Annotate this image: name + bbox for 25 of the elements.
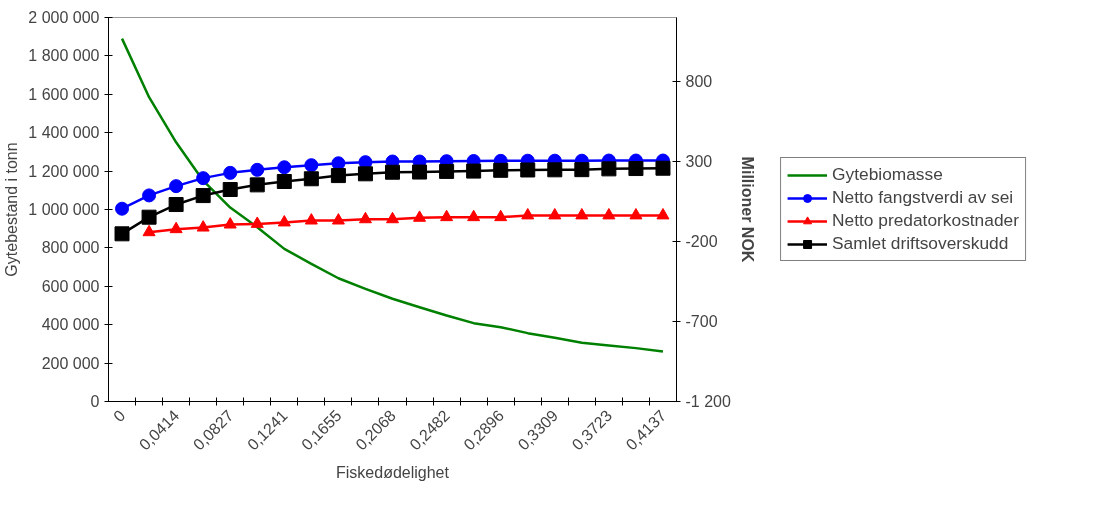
y-axis-title: Gytebestand i tonn — [3, 142, 21, 277]
y-tick-label: 1 400 000 — [28, 124, 100, 142]
y2-tick-label: -200 — [685, 233, 718, 250]
y-tick-label: 2 000 000 — [28, 9, 100, 26]
legend-label: Netto fangstverdi av sei — [832, 187, 1014, 208]
y2-tick-label: -1 200 — [685, 393, 731, 410]
y-tick-label: 1 200 000 — [28, 162, 100, 180]
line-series — [120, 37, 665, 353]
y-tick-label: 600 000 — [41, 277, 100, 295]
y2-axis-title: Millioner NOK — [738, 156, 756, 263]
legend-label: Gytebiomasse — [832, 164, 943, 185]
x-axis-title: Fiskedødelighet — [336, 463, 450, 481]
legend-label: Samlet driftsoverskudd — [832, 233, 1009, 254]
y2-tick-label: 300 — [685, 153, 713, 170]
y-tick-label: 400 000 — [41, 316, 100, 334]
y-tick-label: 1 800 000 — [28, 47, 100, 65]
y-tick-label: 1 600 000 — [28, 85, 100, 103]
y-tick-label: 800 000 — [41, 239, 100, 257]
y-tick-label: 0 — [90, 393, 100, 410]
y-tick-label: 1 000 000 — [28, 201, 100, 218]
legend-label: Netto predatorkostnader — [832, 210, 1019, 231]
x-tick-label: 0 — [110, 406, 129, 426]
y2-tick-label: 800 — [685, 73, 713, 90]
y-tick-label: 200 000 — [41, 354, 100, 372]
y2-tick-label: -700 — [685, 313, 718, 330]
